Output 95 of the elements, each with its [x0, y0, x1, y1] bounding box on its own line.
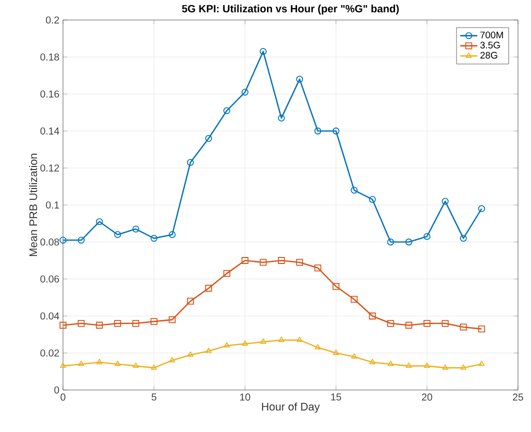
point: [96, 218, 103, 226]
x-tick-label: 0: [60, 394, 66, 401]
point: [406, 362, 412, 368]
chart-title: 5G KPI: Utilization vs Hour (per "%G" band): [182, 4, 399, 14]
y-axis-title: Mean PRB Utilization: [29, 154, 38, 256]
point: [424, 320, 430, 327]
point: [388, 360, 394, 366]
point: [278, 336, 284, 342]
point: [242, 88, 248, 96]
y-tick-label: 0.14: [40, 127, 60, 135]
x-tick-label: 10: [240, 394, 250, 401]
point: [132, 362, 139, 368]
y-tick-label: 0.08: [40, 238, 60, 246]
point: [78, 320, 85, 327]
point: [296, 258, 304, 266]
point: [60, 236, 66, 244]
point: [168, 231, 176, 238]
point: [150, 364, 158, 370]
y-tick-label: 0.16: [40, 90, 60, 98]
point: [260, 258, 267, 266]
point: [350, 186, 358, 194]
point: [168, 316, 176, 324]
point: [369, 358, 376, 364]
point: [224, 342, 230, 348]
x-axis-title: Hour of Day: [262, 402, 320, 413]
point: [205, 284, 212, 292]
point: [442, 320, 449, 327]
x-tick-label: 20: [422, 394, 432, 401]
point: [332, 350, 340, 355]
point: [96, 358, 102, 364]
point: [368, 196, 376, 203]
y-tick-label: 0.04: [40, 312, 60, 320]
y-tick-label: 0.2: [46, 16, 59, 24]
point: [442, 198, 449, 205]
point: [187, 351, 194, 357]
point: [368, 312, 376, 320]
point: [460, 234, 467, 242]
point: [478, 205, 486, 212]
y-tick-label: 0.06: [40, 275, 60, 283]
point: [96, 322, 103, 329]
point: [223, 107, 230, 114]
point: [150, 318, 158, 325]
point: [350, 296, 358, 303]
point: [424, 362, 430, 368]
point: [78, 236, 85, 244]
point: [387, 320, 394, 327]
point: [332, 282, 340, 290]
point: [296, 76, 304, 83]
point: [314, 264, 322, 272]
legend-label: 28G: [480, 52, 498, 59]
point: [296, 336, 303, 342]
point: [387, 238, 394, 246]
point: [424, 233, 430, 240]
point: [186, 298, 194, 305]
point: [186, 159, 194, 166]
point: [351, 353, 358, 359]
point: [223, 270, 230, 277]
point: [206, 348, 212, 354]
point: [314, 344, 321, 350]
y-tick-label: 0: [54, 386, 60, 394]
legend-label: 3.5G: [480, 42, 500, 48]
point: [242, 340, 248, 346]
point: [442, 364, 448, 370]
point: [260, 338, 266, 344]
point: [60, 362, 66, 368]
point: [114, 231, 122, 238]
y-tick-label: 0.12: [40, 164, 59, 172]
x-tick-label: 25: [512, 394, 524, 401]
point: [405, 322, 412, 329]
point: [205, 134, 212, 142]
point: [60, 322, 66, 329]
y-tick-label: 0.1: [46, 201, 59, 209]
point: [405, 238, 412, 246]
point: [78, 360, 84, 366]
point: [242, 257, 248, 264]
point: [478, 326, 486, 332]
point: [132, 320, 140, 327]
point: [132, 226, 140, 232]
point: [150, 234, 158, 242]
point: [169, 356, 176, 362]
point: [260, 48, 267, 55]
point: [114, 320, 122, 327]
y-tick-label: 0.18: [40, 53, 60, 61]
y-tick-label: 0.02: [40, 349, 59, 357]
point: [332, 128, 340, 134]
point: [278, 257, 285, 264]
point: [478, 360, 485, 366]
point: [114, 360, 121, 366]
point: [314, 128, 322, 134]
point: [278, 114, 285, 122]
point: [460, 364, 466, 370]
x-tick-label: 15: [331, 394, 342, 401]
point: [460, 324, 467, 331]
x-tick-label: 5: [152, 394, 156, 401]
legend-label: 700M: [480, 32, 503, 38]
